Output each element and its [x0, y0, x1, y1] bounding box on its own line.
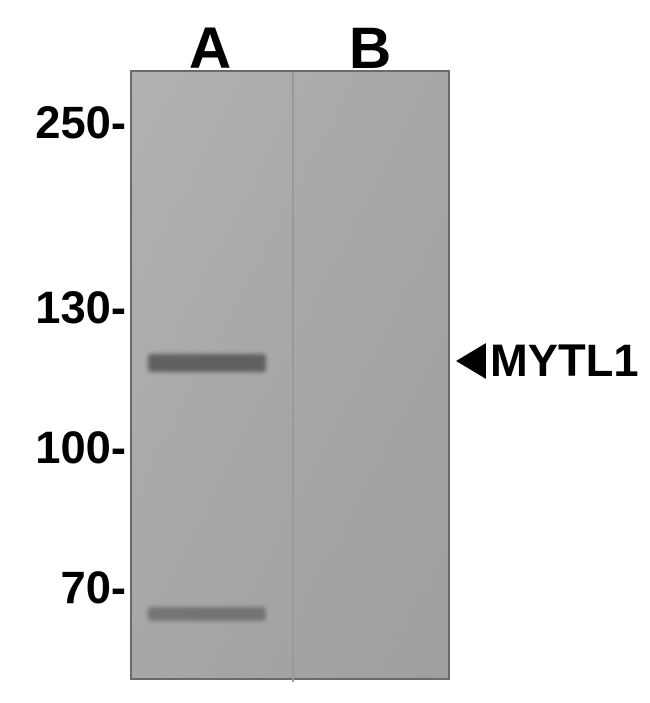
mw-marker-70: 70- [6, 562, 126, 614]
arrow-left-icon [456, 343, 486, 379]
mw-marker-250: 250- [6, 97, 126, 149]
protein-label-mytl1: MYTL1 [456, 335, 639, 387]
figure-container: A B 250- 130- 100- 70- MYTL1 [0, 0, 650, 703]
mw-marker-100: 100- [6, 422, 126, 474]
blot-background [132, 72, 448, 678]
protein-label-text: MYTL1 [490, 335, 639, 387]
mytl1-band-laneA [148, 354, 266, 372]
lane-label-b: B [340, 15, 400, 82]
lower-band-laneA [148, 607, 266, 621]
mw-marker-130: 130- [6, 282, 126, 334]
lane-divider [292, 72, 294, 682]
lane-label-a: A [180, 15, 240, 82]
blot-membrane [130, 70, 450, 680]
